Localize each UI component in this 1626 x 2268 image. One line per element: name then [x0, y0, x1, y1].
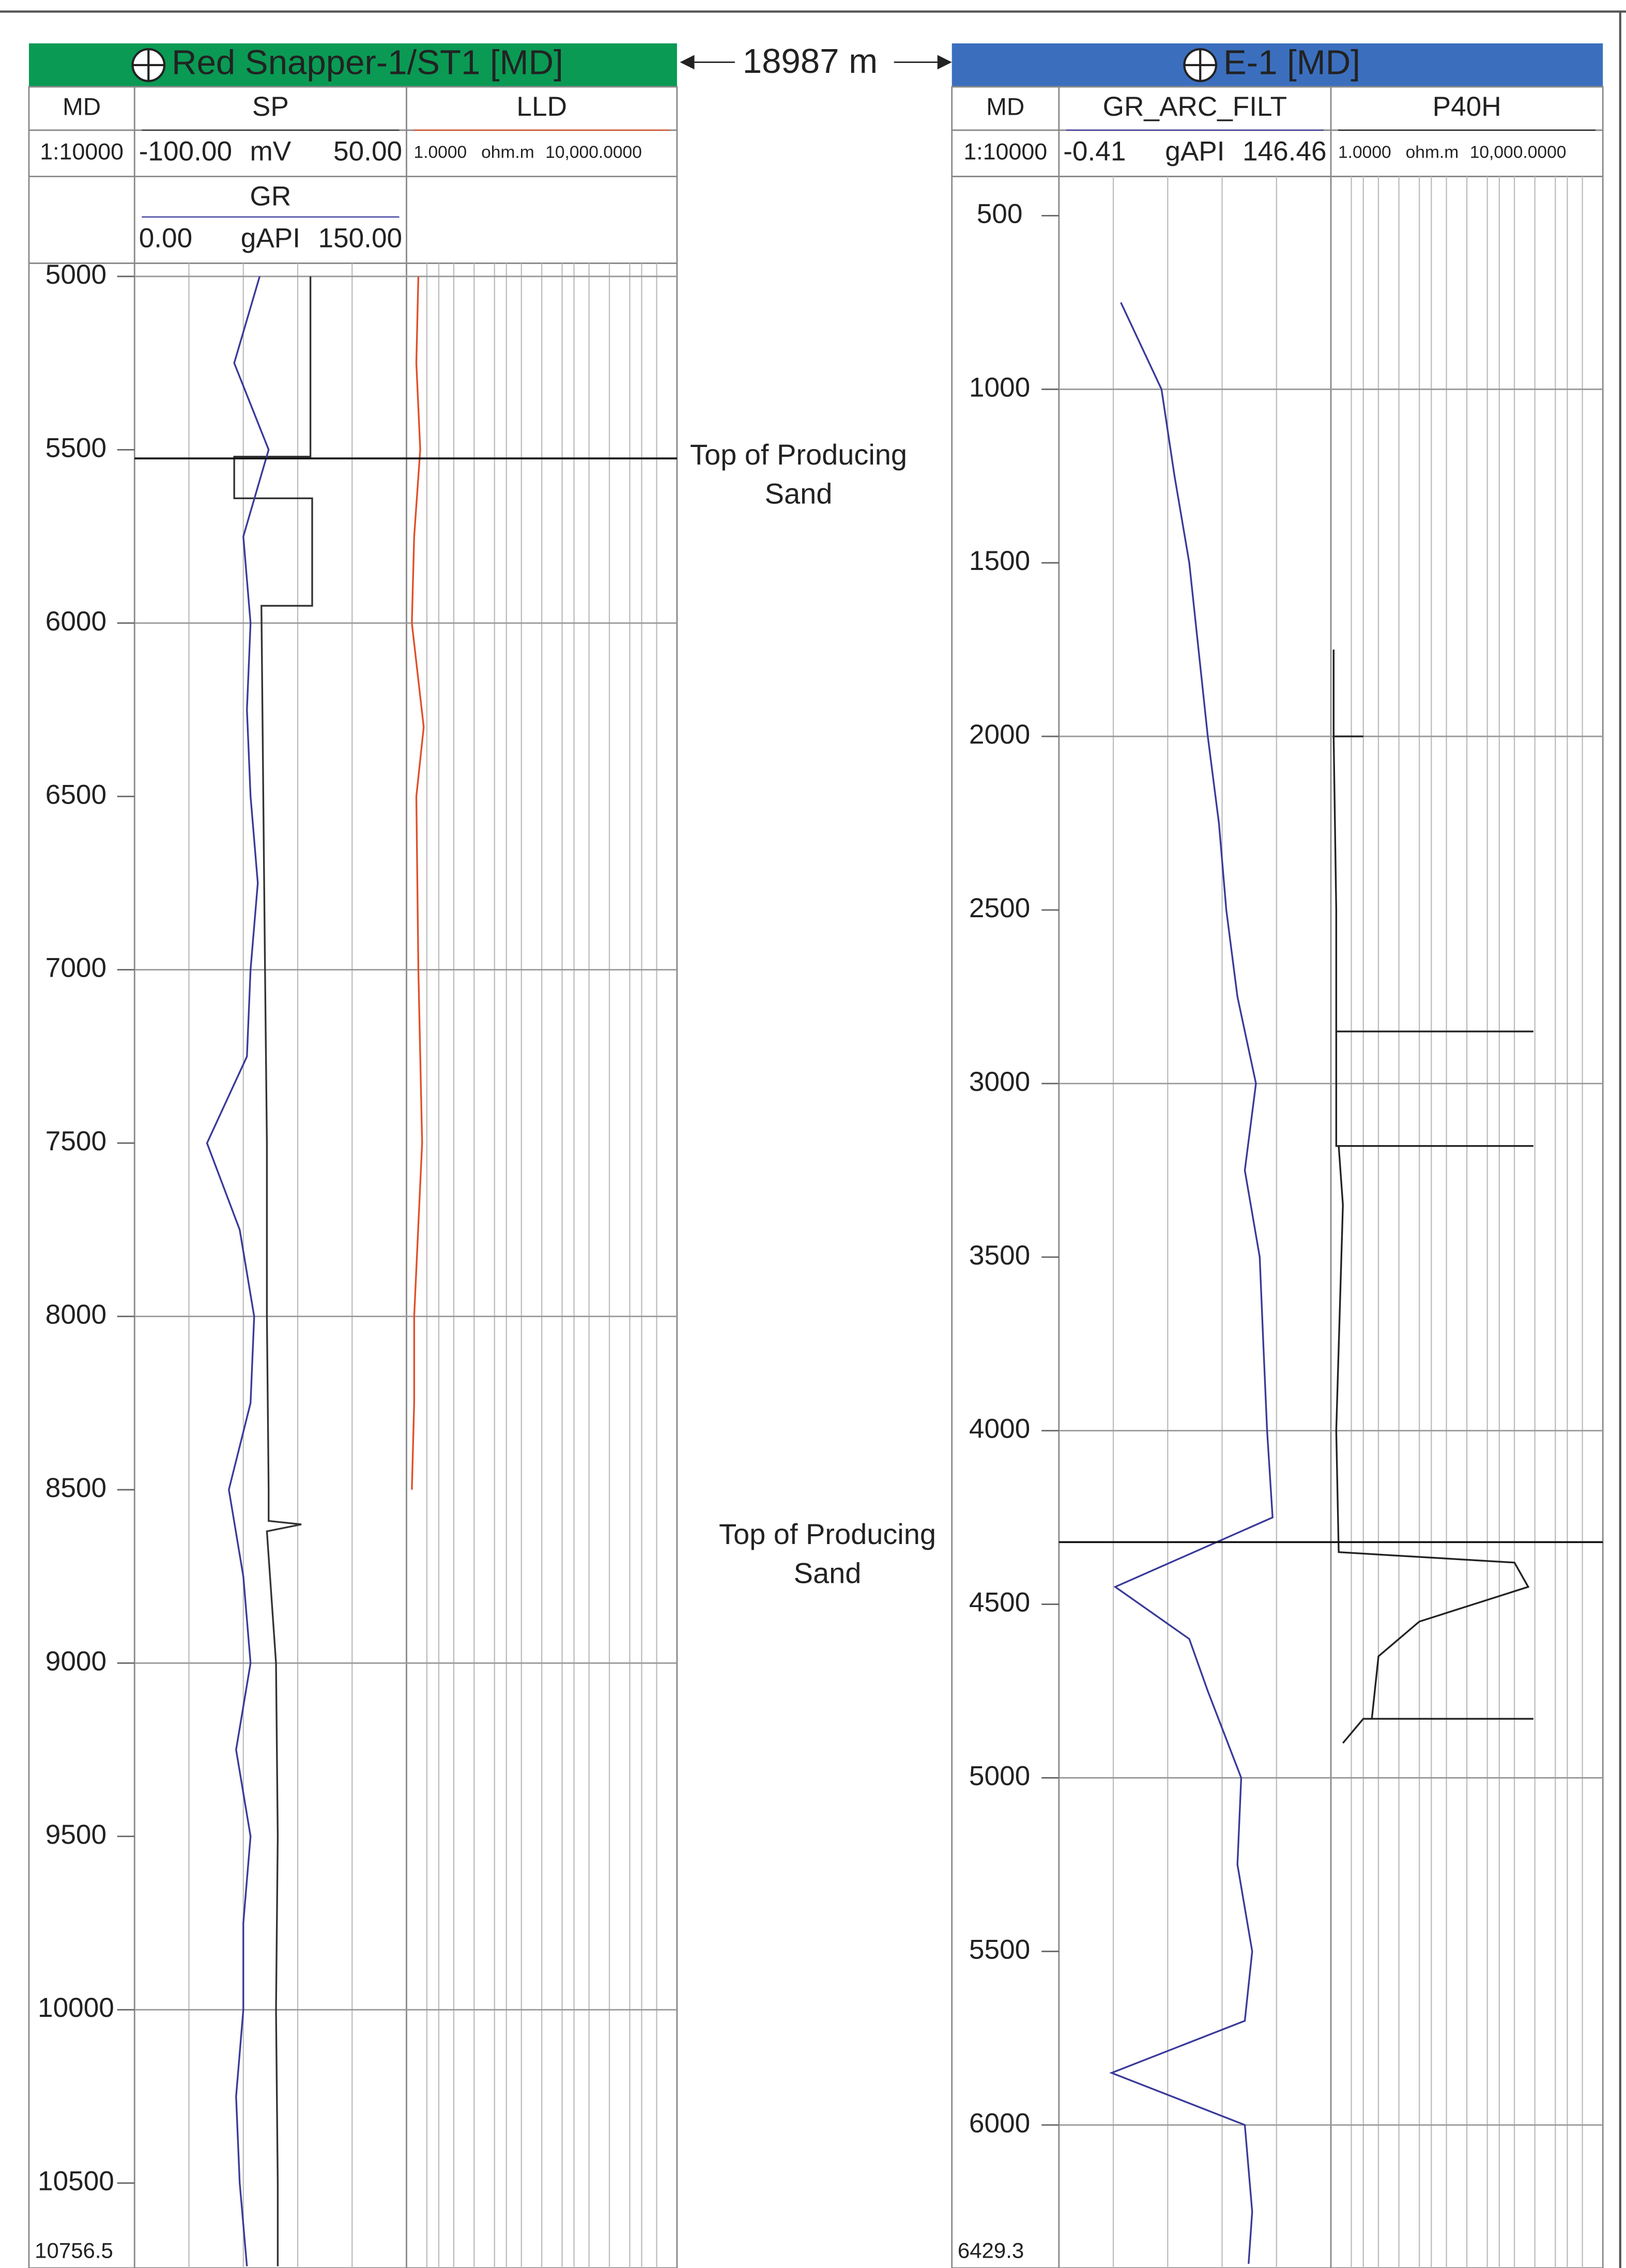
depth-tick-label: 500 — [977, 198, 1023, 229]
track-unit: mV — [250, 136, 292, 167]
depth-scale: 1:10000 — [963, 139, 1047, 165]
distance-label: 18987 m — [743, 42, 878, 81]
depth-tick-label: 4000 — [969, 1414, 1030, 1444]
track-max: 10,000.0000 — [1470, 143, 1567, 162]
track-name: GR_ARC_FILT — [1103, 91, 1287, 122]
depth-header: MD — [63, 93, 101, 120]
depth-tick-label: 9000 — [45, 1646, 106, 1676]
depth-tick-label: 2000 — [969, 719, 1030, 750]
depth-scale: 1:10000 — [40, 139, 124, 165]
depth-tick-label: 5500 — [45, 433, 106, 463]
track-name: SP — [252, 91, 289, 122]
track-frame — [28, 86, 678, 2268]
depth-tick-label: 6000 — [45, 606, 106, 637]
well-icon — [1184, 49, 1216, 81]
depth-tick-label: 3000 — [969, 1067, 1030, 1097]
log-curve — [411, 276, 425, 1490]
track-min: -0.41 — [1063, 136, 1126, 167]
depth-header: MD — [986, 93, 1024, 120]
depth-tick-label: 2500 — [969, 893, 1030, 923]
depth-tick-label: 7500 — [45, 1126, 106, 1156]
marker-label: Top of Producing — [719, 1518, 936, 1550]
log-curve — [206, 276, 270, 2266]
depth-tick-label: 5000 — [969, 1761, 1030, 1791]
depth-tick-label: 3500 — [969, 1240, 1030, 1271]
distance-arrow — [680, 55, 695, 70]
track-max: 50.00 — [333, 136, 402, 167]
depth-tick-label: 5500 — [969, 1934, 1030, 1965]
depth-tick-label: 6000 — [969, 2108, 1030, 2138]
title-bar — [952, 43, 1603, 87]
log-curve — [1332, 650, 1533, 1744]
well-icon — [132, 49, 165, 81]
depth-tick-label: 1500 — [969, 546, 1030, 576]
well-title: Red Snapper-1/ST1 [MD] — [172, 43, 563, 82]
depth-tick-label: 6500 — [45, 779, 106, 810]
distance-arrow — [937, 55, 952, 70]
track-name: P40H — [1433, 91, 1501, 122]
track-name: LLD — [516, 91, 567, 122]
bottom-depth: 10756.5 — [35, 2238, 113, 2262]
marker-label: Sand — [765, 477, 833, 510]
well-title: E-1 [MD] — [1223, 43, 1360, 82]
track-min: -100.00 — [139, 136, 232, 167]
track-max: 150.00 — [318, 223, 402, 254]
track-min: 1.0000 — [413, 143, 467, 162]
track-min: 1.0000 — [1338, 143, 1391, 162]
depth-tick-label: 1000 — [969, 372, 1030, 403]
depth-tick-label: 9500 — [45, 1819, 106, 1850]
log-curve — [233, 276, 313, 2266]
log-curve — [1109, 302, 1274, 2264]
track-unit: gAPI — [1165, 136, 1224, 167]
bottom-depth: 6429.3 — [958, 2238, 1024, 2262]
marker-label: Top of Producing — [690, 438, 907, 471]
track-frame — [951, 86, 1604, 2268]
marker-label: Sand — [794, 1556, 862, 1589]
depth-tick-label: 8000 — [45, 1300, 106, 1330]
track-min: 0.00 — [139, 223, 192, 254]
track-unit: ohm.m — [1406, 143, 1459, 162]
depth-tick-label: 5000 — [45, 259, 106, 290]
track-unit: gAPI — [241, 223, 300, 254]
depth-tick-label: 8500 — [45, 1473, 106, 1503]
depth-tick-label: 10000 — [38, 1993, 114, 2023]
depth-tick-label: 10500 — [38, 2166, 114, 2197]
depth-tick-label: 4500 — [969, 1587, 1030, 1618]
depth-tick-label: 7000 — [45, 953, 106, 983]
track-max: 146.46 — [1242, 136, 1327, 167]
track-name: GR — [250, 181, 292, 212]
track-max: 10,000.0000 — [545, 143, 642, 162]
track-unit: ohm.m — [481, 143, 534, 162]
